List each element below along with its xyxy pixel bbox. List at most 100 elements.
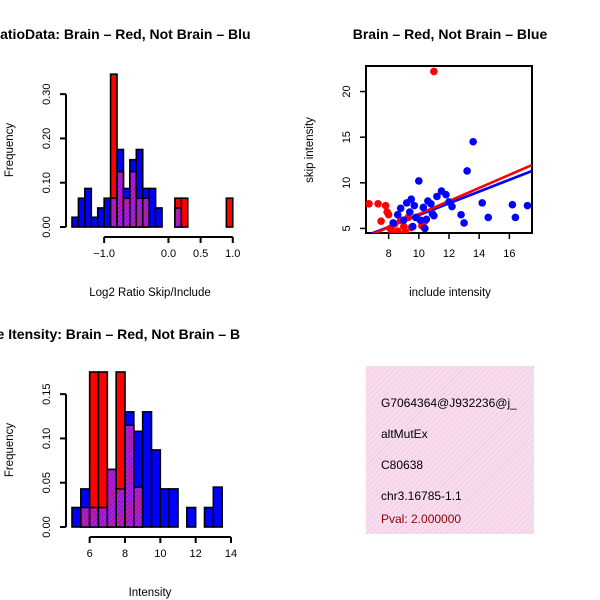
scatter-point-not-brain [419, 203, 428, 212]
y-tick-label: 0.20 [41, 128, 53, 149]
y-tick-label: 5 [341, 225, 353, 231]
y-tick-label: 0.10 [41, 172, 53, 193]
scatter-xlabel: include intensity [409, 287, 491, 299]
x-tick-label: 0.0 [161, 248, 176, 260]
histogram-bar-not-brain [103, 197, 112, 228]
ratio-histogram-bars [71, 73, 234, 228]
scatter-points [366, 67, 532, 233]
ratio-histogram-xlabel: Log2 Ratio Skip/Include [89, 287, 210, 299]
histogram-bar-not-brain [71, 506, 82, 528]
x-tick-label: 0.5 [193, 248, 208, 260]
y-tick-label: 0.05 [41, 472, 53, 493]
x-tick-label: 10 [413, 248, 425, 260]
x-tick-label: 6 [87, 548, 93, 560]
info-gene-locus: chr3.16785-1.1 [381, 489, 462, 503]
y-tick-label: 15 [341, 131, 353, 143]
histogram-bar-overlap [88, 506, 100, 528]
histogram-bar-not-brain [212, 486, 223, 528]
x-tick-label: 14 [225, 548, 237, 560]
x-tick-label: 10 [154, 548, 166, 560]
intensity-histogram-title: ne Itensity: Brain – Red, Not Brain – B [0, 326, 240, 342]
y-tick-label: 0.10 [41, 428, 53, 449]
ratio-histogram-ylabel: Frequency [4, 123, 16, 178]
scatter-point-brain [366, 199, 373, 208]
y-tick-label: 0.00 [41, 216, 53, 237]
histogram-bar-not-brain [141, 411, 153, 528]
intensity-histogram-xlabel: Intensity [129, 587, 172, 599]
histogram-bar-overlap [124, 424, 135, 528]
scatter-point-not-brain [457, 210, 465, 219]
histogram-bar-overlap [174, 207, 183, 228]
intensity-histogram-ylabel: Frequency [4, 423, 16, 478]
x-tick-label: 12 [190, 548, 202, 560]
scatter-axes: 8 10 12 14 16 5 10 15 20 [341, 85, 515, 260]
scatter-point-not-brain [478, 199, 487, 207]
scatter-point-not-brain [393, 210, 402, 219]
scatter-point-not-brain [422, 215, 431, 224]
ratio-histogram-title: RatioData: Brain – Red, Not Brain – Blu [0, 26, 251, 42]
histogram-bar-overlap [106, 468, 117, 528]
scatter-point-brain [374, 199, 382, 208]
panel-intensity-histogram: ne Itensity: Brain – Red, Not Brain – B … [0, 326, 240, 599]
scatter-point-not-brain [405, 208, 414, 216]
histogram-bar-not-brain [77, 197, 86, 228]
info-cluster-id: C80638 [381, 458, 423, 472]
x-tick-label: 16 [503, 248, 515, 260]
x-tick-label: 14 [473, 248, 485, 260]
y-tick-label: 20 [341, 85, 353, 97]
scatter-point-not-brain [463, 167, 471, 175]
scatter-point-not-brain [421, 224, 429, 233]
y-tick-label: 0.00 [41, 516, 53, 537]
x-tick-label: −1.0 [93, 248, 115, 260]
info-event-type: altMutEx [381, 427, 428, 441]
scatter-point-not-brain [416, 216, 425, 225]
scatter-ylabel: skip intensity [304, 117, 316, 183]
histogram-bar-not-brain [148, 187, 157, 228]
histogram-bar-brain [225, 197, 234, 228]
histogram-bar-not-brain [71, 216, 80, 228]
x-tick-label: 8 [122, 548, 128, 560]
scatter-point-not-brain [410, 201, 419, 210]
histogram-bar-overlap [116, 170, 125, 228]
histogram-bar-not-brain [159, 488, 170, 528]
histogram-bar-not-brain [150, 449, 162, 528]
histogram-bar-brain [97, 371, 109, 528]
histogram-bar-overlap [135, 197, 144, 228]
y-tick-label: 0.15 [41, 383, 53, 404]
scatter-point-not-brain [460, 219, 468, 227]
histogram-bar-overlap [133, 486, 144, 528]
scatter-point-not-brain [442, 190, 450, 199]
y-tick-label: 10 [341, 177, 353, 189]
histogram-bar-not-brain [186, 506, 197, 528]
panel-scatter: Brain – Red, Not Brain – Blue 8 10 12 14 16 5… [304, 26, 547, 299]
histogram-bar-not-brain [90, 216, 99, 228]
x-tick-label: 8 [386, 248, 392, 260]
histogram-bar-overlap [115, 488, 126, 528]
info-event-id: G7064364@J932236@j_ [381, 396, 517, 410]
scatter-point-brain [393, 227, 402, 233]
histogram-bar-not-brain [96, 207, 105, 228]
info-panel-background [366, 366, 534, 534]
histogram-bar-overlap [109, 197, 118, 228]
scatter-point-brain [401, 228, 410, 233]
histogram-bar-overlap [80, 506, 91, 528]
intensity-histogram-bars [71, 371, 223, 528]
histogram-bar-not-brain [203, 506, 215, 528]
scatter-point-brain [377, 217, 385, 225]
scatter-point-not-brain [389, 219, 397, 227]
histogram-bar-brain [88, 371, 100, 528]
scatter-point-brain [387, 226, 396, 233]
x-tick-label: 12 [443, 248, 455, 260]
histogram-bar-not-brain [168, 488, 179, 528]
histogram-bar-overlap [97, 506, 109, 528]
histogram-bar-overlap [141, 197, 150, 228]
scatter-point-not-brain [427, 199, 435, 208]
intensity-histogram-axes: 6 8 10 12 14 0.00 0.05 0.10 0.15 [41, 383, 237, 560]
scatter-point-not-brain [484, 213, 493, 222]
info-pval: Pval: 2.000000 [381, 512, 461, 526]
scatter-point-not-brain [508, 200, 517, 209]
histogram-bar-overlap [129, 170, 138, 228]
histogram-bar-not-brain [84, 187, 93, 228]
scatter-point-brain [430, 67, 438, 76]
